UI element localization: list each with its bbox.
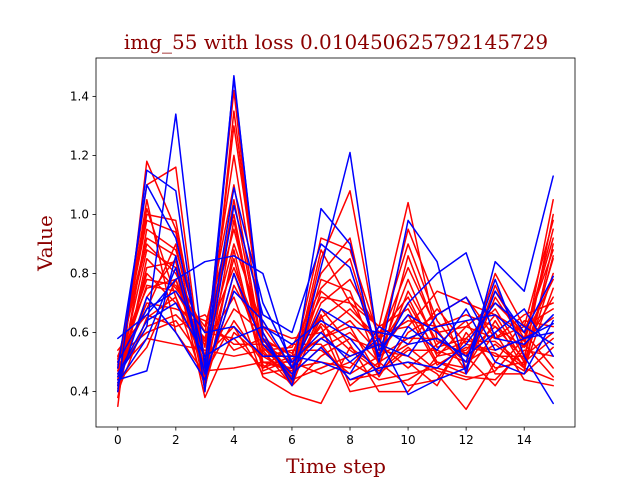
y-axis-label: Value bbox=[33, 215, 57, 272]
x-tick-label: 4 bbox=[230, 433, 238, 447]
x-tick-label: 2 bbox=[172, 433, 180, 447]
y-tick-label: 0.4 bbox=[70, 385, 89, 399]
x-tick-label: 14 bbox=[517, 433, 532, 447]
x-tick-label: 0 bbox=[114, 433, 122, 447]
series-line-red bbox=[117, 110, 554, 393]
series-line-blue bbox=[117, 77, 554, 405]
series-layer bbox=[117, 74, 554, 411]
plot-area bbox=[95, 57, 576, 428]
series-line-blue bbox=[117, 266, 554, 384]
x-tick-label: 6 bbox=[288, 433, 296, 447]
y-tick-label: 1.2 bbox=[70, 148, 89, 162]
y-tick-label: 1.0 bbox=[70, 207, 89, 221]
chart-title: img_55 with loss 0.010450625792145729 bbox=[124, 30, 548, 54]
x-axis-label: Time step bbox=[286, 454, 386, 478]
y-axis: 0.4 0.6 0.8 1.0 1.2 1.4 bbox=[70, 89, 96, 399]
series-line-blue bbox=[117, 204, 554, 381]
series-line-blue bbox=[117, 290, 554, 375]
y-tick-label: 1.4 bbox=[70, 89, 89, 103]
x-axis: 0 2 4 6 8 10 12 14 bbox=[114, 427, 532, 447]
x-tick-label: 12 bbox=[458, 433, 473, 447]
y-tick-label: 0.8 bbox=[70, 266, 89, 280]
plot-frame bbox=[95, 57, 576, 428]
x-tick-label: 10 bbox=[400, 433, 415, 447]
series-line-blue bbox=[117, 255, 554, 369]
x-tick-label: 8 bbox=[346, 433, 354, 447]
y-tick-label: 0.6 bbox=[70, 326, 89, 340]
series-line-blue bbox=[117, 302, 554, 375]
